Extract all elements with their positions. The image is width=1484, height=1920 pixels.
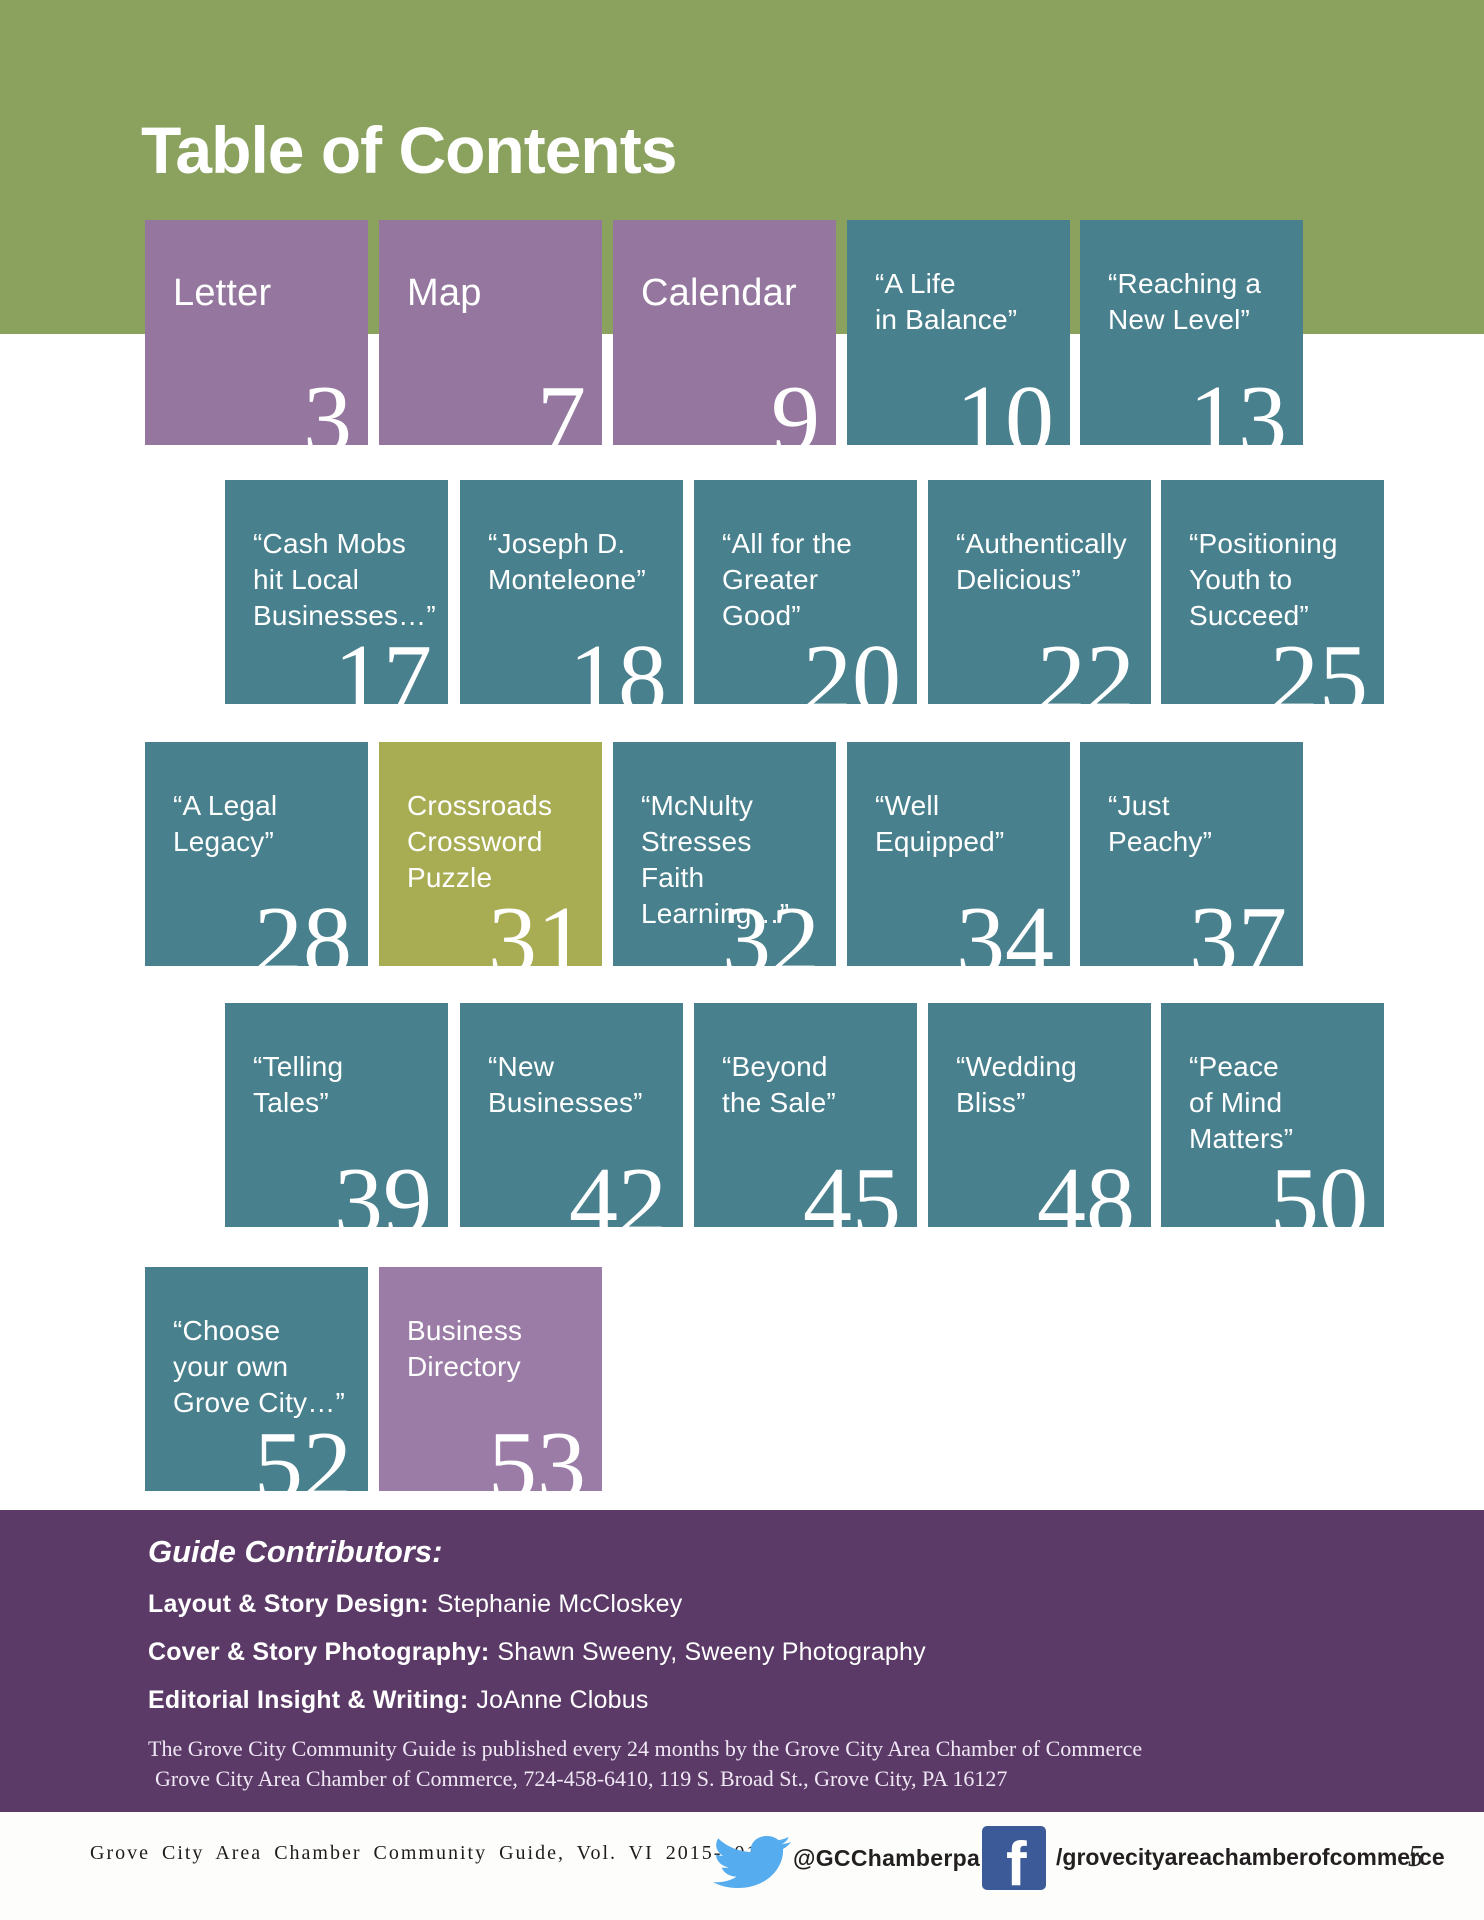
toc-tile-mcnulty: “McNulty Stresses Faith Learning…” 32 (613, 742, 836, 966)
facebook-f-icon: f (982, 1826, 1046, 1890)
toc-tile-just-peachy: “Just Peachy” 37 (1080, 742, 1303, 966)
toc-tile-a-life-in-balance: “A Life in Balance” 10 (847, 220, 1070, 445)
toc-tile-page-number: 10 (956, 366, 1054, 445)
toc-tile-page-number: 53 (488, 1412, 586, 1491)
toc-tile-title: “Wedding Bliss” (956, 1051, 1077, 1118)
toc-tile-business-directory: Business Directory 53 (379, 1267, 602, 1491)
toc-tile-title: “Choose your own Grove City…” (173, 1315, 345, 1418)
toc-tile-page-number: 50 (1270, 1148, 1368, 1227)
toc-tile-title: “Reaching a New Level” (1108, 268, 1262, 335)
toc-tile-title: “Telling Tales” (253, 1051, 344, 1118)
toc-tile-beyond-the-sale: “Beyond the Sale” 45 (694, 1003, 917, 1227)
publication-note-line1: The Grove City Community Guide is publis… (148, 1736, 1143, 1761)
toc-tile-wedding-bliss: “Wedding Bliss” 48 (928, 1003, 1151, 1227)
contributor-entry: Editorial Insight & Writing: JoAnne Clobu… (148, 1686, 1142, 1715)
toc-tile-page-number: 7 (537, 366, 586, 445)
toc-tile-page-number: 37 (1189, 887, 1287, 966)
toc-tile-title: “Authentically Delicious” (956, 528, 1127, 595)
toc-tile-title: “Just Peachy” (1108, 790, 1213, 857)
toc-tile-page-number: 22 (1037, 625, 1135, 704)
toc-tile-cash-mobs: “Cash Mobs hit Local Businesses…” 17 (225, 480, 448, 704)
toc-tile-title: “A Life in Balance” (875, 268, 1018, 335)
toc-tile-reaching-a-new-level: “Reaching a New Level” 13 (1080, 220, 1303, 445)
contributor-value: JoAnne Clobus (476, 1686, 649, 1714)
toc-tile-choose-your-own: “Choose your own Grove City…” 52 (145, 1267, 368, 1491)
toc-tile-title: “Peace of Mind Matters” (1189, 1051, 1294, 1154)
toc-tile-page-number: 3 (303, 366, 352, 445)
toc-tile-title: Crossroads Crossword Puzzle (407, 790, 553, 893)
contributor-entry: Cover & Story Photography: Shawn Sweeny, … (148, 1638, 1142, 1667)
toc-tile-title: “All for the Greater Good” (722, 528, 852, 631)
toc-tile-calendar: Calendar 9 (613, 220, 836, 445)
toc-tile-all-for-the-greater-good: “All for the Greater Good” 20 (694, 480, 917, 704)
page-footer: Grove City Area Chamber Community Guide,… (0, 1812, 1484, 1920)
toc-tile-page-number: 18 (569, 625, 667, 704)
page-number: 5 (1408, 1838, 1424, 1873)
toc-tile-page-number: 25 (1270, 625, 1368, 704)
toc-tile-page-number: 39 (334, 1148, 432, 1227)
contributor-entry: Layout & Story Design: Stephanie McCloske… (148, 1590, 1142, 1619)
publication-note-line2: Grove City Area Chamber of Commerce, 724… (155, 1766, 1008, 1791)
toc-tile-title: “Joseph D. Monteleone” (488, 528, 646, 595)
toc-tile-title: “New Businesses” (488, 1051, 643, 1118)
twitter-handle: @GCChamberpa (793, 1845, 981, 1871)
toc-tile-a-legal-legacy: “A Legal Legacy” 28 (145, 742, 368, 966)
contributors-band: Guide Contributors: Layout & Story Desig… (0, 1510, 1484, 1812)
contributor-label: Editorial Insight & Writing: (148, 1686, 469, 1714)
toc-tile-well-equipped: “Well Equipped” 34 (847, 742, 1070, 966)
toc-tile-page-number: 52 (254, 1412, 352, 1491)
toc-tile-positioning-youth: “Positioning Youth to Succeed” 25 (1161, 480, 1384, 704)
toc-tile-title: Letter (173, 272, 272, 314)
toc-tile-title: “McNulty Stresses Faith Learning…” (641, 790, 790, 929)
toc-tile-peace-of-mind: “Peace of Mind Matters” 50 (1161, 1003, 1384, 1227)
toc-tile-page-number: 17 (334, 625, 432, 704)
toc-tile-letter: Letter 3 (145, 220, 368, 445)
contributors-heading: Guide Contributors: (148, 1534, 443, 1569)
contributor-label: Layout & Story Design: (148, 1590, 429, 1618)
toc-tile-title: Calendar (641, 272, 797, 314)
facebook-f-glyph: f (1006, 1830, 1027, 1890)
toc-tile-title: “Cash Mobs hit Local Businesses…” (253, 528, 436, 631)
contributor-value: Shawn Sweeny, Sweeny Photography (497, 1638, 926, 1666)
toc-tile-title: “Well Equipped” (875, 790, 1005, 857)
toc-tile-page-number: 34 (956, 887, 1054, 966)
toc-tile-title: “A Legal Legacy” (173, 790, 278, 857)
toc-tile-page-number: 48 (1037, 1148, 1135, 1227)
toc-tile-title: “Beyond the Sale” (722, 1051, 836, 1118)
publication-title: Grove City Area Chamber Community Guide,… (90, 1842, 771, 1864)
contributor-value: Stephanie McCloskey (436, 1590, 683, 1618)
toc-tile-new-businesses: “New Businesses” 42 (460, 1003, 683, 1227)
toc-tile-title: Map (407, 272, 482, 314)
facebook-handle: /grovecityareachamberofcommerce (1056, 1844, 1445, 1870)
toc-tile-map: Map 7 (379, 220, 602, 445)
toc-tile-page-number: 28 (254, 887, 352, 966)
toc-tile-page-number: 32 (722, 887, 820, 966)
toc-tile-title: Business Directory (407, 1315, 523, 1382)
toc-tile-crossword-puzzle: Crossroads Crossword Puzzle 31 (379, 742, 602, 966)
page-title: Table of Contents (141, 113, 677, 188)
toc-tile-page-number: 20 (803, 625, 901, 704)
twitter-bird-icon (713, 1835, 791, 1889)
toc-tile-telling-tales: “Telling Tales” 39 (225, 1003, 448, 1227)
toc-tile-page-number: 13 (1189, 366, 1287, 445)
toc-tile-page-number: 42 (569, 1148, 667, 1227)
toc-tile-authentically-delicious: “Authentically Delicious” 22 (928, 480, 1151, 704)
toc-tile-joseph-monteleone: “Joseph D. Monteleone” 18 (460, 480, 683, 704)
toc-tile-page-number: 45 (803, 1148, 901, 1227)
toc-tile-title: “Positioning Youth to Succeed” (1189, 528, 1338, 631)
contributor-label: Cover & Story Photography: (148, 1638, 490, 1666)
toc-tile-page-number: 9 (771, 366, 820, 445)
toc-tile-page-number: 31 (488, 887, 586, 966)
